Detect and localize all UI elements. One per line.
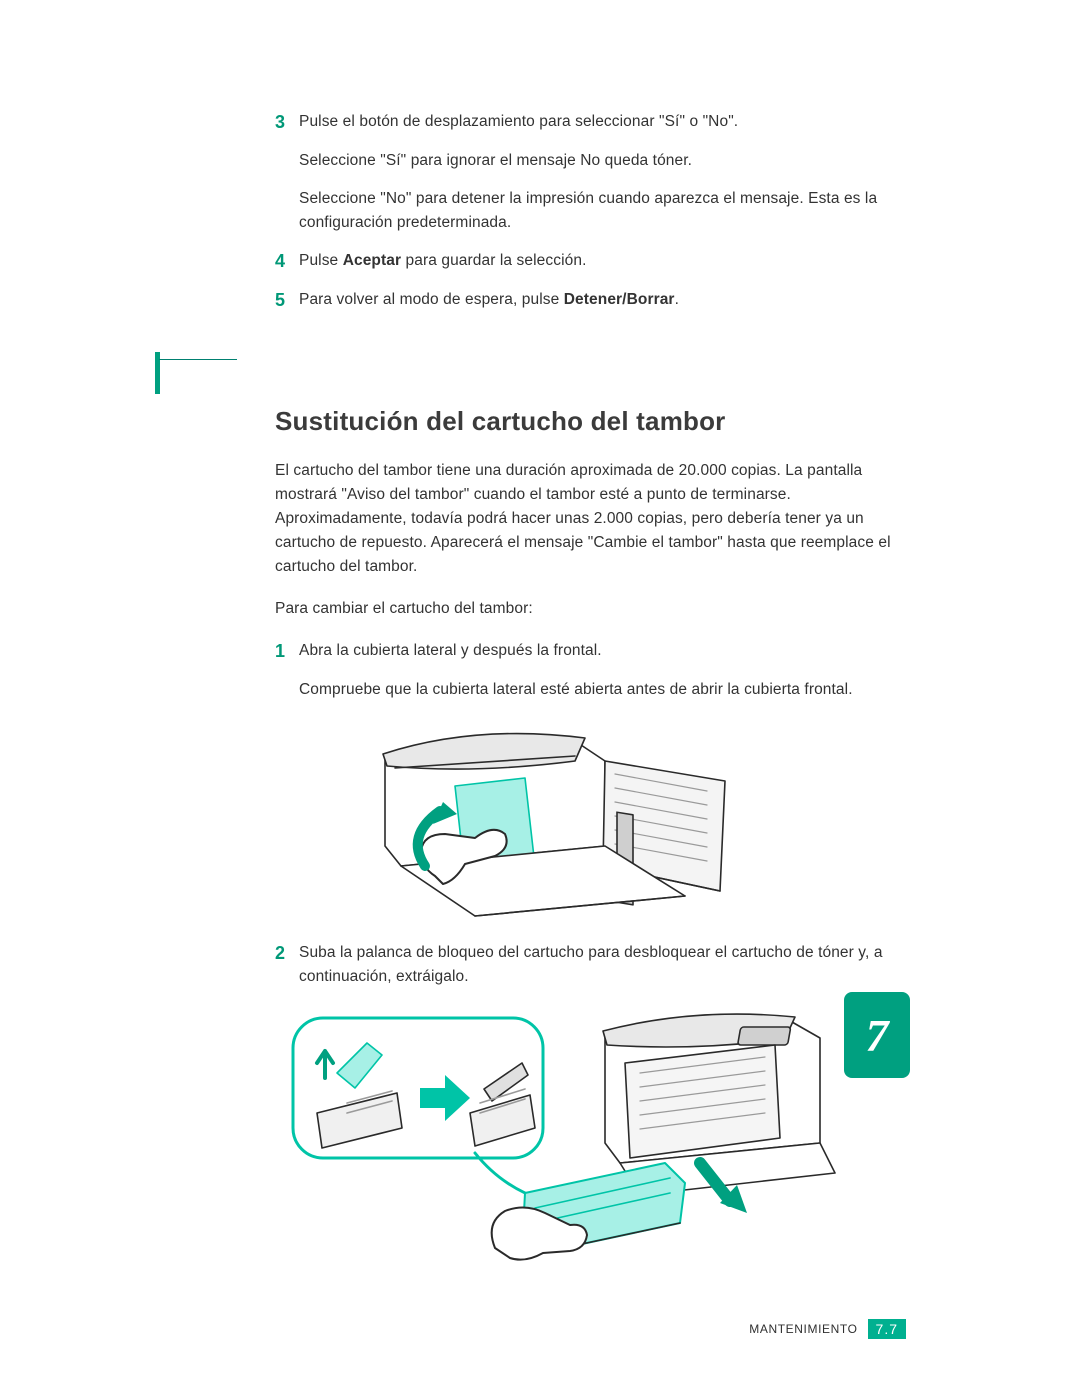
step-3-sub-1: Seleccione "Sí" para ignorar el mensaje … (299, 149, 910, 173)
step-number: 4 (275, 249, 299, 274)
section-title: Sustitución del cartucho del tambor (275, 406, 910, 437)
footer-section-label: MANTENIMIENTO (749, 1322, 857, 1336)
step-text: Pulse Aceptar para guardar la selección. (299, 249, 586, 273)
manual-page: 3 Pulse el botón de desplazamiento para … (0, 0, 1080, 1397)
divider-line-icon (159, 359, 237, 360)
figure-remove-toner (285, 1003, 845, 1261)
step-3-sub-2: Seleccione "No" para detener la impresió… (299, 187, 910, 235)
chapter-number: 7 (866, 1009, 889, 1062)
section-paragraph-2: Para cambiar el cartucho del tambor: (275, 597, 910, 621)
step-text: Para volver al modo de espera, pulse Det… (299, 288, 679, 312)
step-number: 5 (275, 288, 299, 313)
step-text: Pulse el botón de desplazamiento para se… (299, 110, 738, 134)
step-text: Suba la palanca de bloqueo del cartucho … (299, 941, 910, 989)
step-number: 1 (275, 639, 299, 664)
text-post: . (675, 291, 679, 308)
step-4: 4 Pulse Aceptar para guardar la selecció… (275, 249, 910, 274)
figure-open-covers (325, 716, 745, 921)
step-number: 2 (275, 941, 299, 966)
section-divider (155, 352, 910, 394)
section-paragraph: El cartucho del tambor tiene una duració… (275, 459, 910, 579)
footer-page-number: 7.7 (868, 1319, 906, 1339)
text-pre: Pulse (299, 252, 343, 269)
text-bold: Aceptar (343, 252, 401, 269)
section-step-2: 2 Suba la palanca de bloqueo del cartuch… (275, 941, 910, 989)
chapter-tab: 7 (844, 992, 910, 1078)
step-5: 5 Para volver al modo de espera, pulse D… (275, 288, 910, 313)
text-bold: Detener/Borrar (564, 291, 675, 308)
page-footer: MANTENIMIENTO 7.7 (749, 1319, 906, 1339)
section-step-1: 1 Abra la cubierta lateral y después la … (275, 639, 910, 664)
step-number: 3 (275, 110, 299, 135)
text-pre: Para volver al modo de espera, pulse (299, 291, 564, 308)
text-post: para guardar la selección. (401, 252, 586, 269)
section-step-1-sub: Compruebe que la cubierta lateral esté a… (299, 678, 910, 702)
step-text: Abra la cubierta lateral y después la fr… (299, 639, 602, 663)
step-3: 3 Pulse el botón de desplazamiento para … (275, 110, 910, 135)
